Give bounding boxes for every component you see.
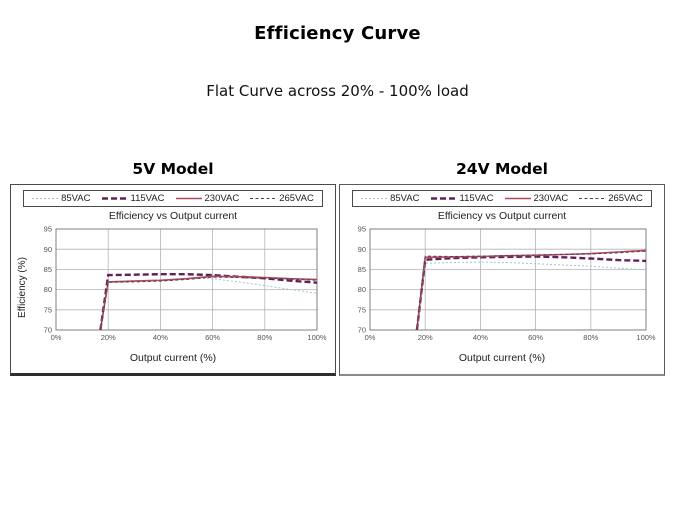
chart-heading-24v: 24V Model: [456, 160, 548, 178]
legend-item-265vac: 265VAC: [250, 194, 314, 203]
y-tick-label: 70: [44, 326, 52, 335]
legend-item-85vac: 85VAC: [32, 193, 91, 204]
legend-line-85vac: [32, 198, 59, 199]
series-line-265vac: [416, 250, 647, 331]
legend-line-85vac: [361, 198, 388, 199]
legend-line-265vac: [579, 198, 606, 199]
legend-item-265vac: 265VAC: [579, 194, 643, 203]
legend-label-85vac: 85VAC: [390, 193, 420, 204]
chart-block-5v: 5V Model 85VAC 115VAC 230VAC 265VAC Efficie…: [10, 160, 336, 376]
y-tick-label: 75: [44, 305, 52, 314]
chart-title: Efficiency vs Output current: [108, 210, 238, 222]
legend-item-115vac: 115VAC: [101, 193, 165, 204]
legend-line-230vac: [175, 197, 202, 200]
legend-label-230vac: 230VAC: [533, 193, 569, 204]
series-line-230vac: [99, 275, 318, 331]
x-tick-label: 80%: [257, 333, 272, 342]
x-axis-label: Output current (%): [129, 352, 217, 364]
chart-block-24v: 24V Model 85VAC 115VAC 230VAC 265VAC Effici…: [339, 160, 665, 376]
legend-label-115vac: 115VAC: [459, 193, 494, 204]
x-tick-label: 40%: [153, 333, 168, 342]
y-tick-label: 75: [358, 305, 366, 314]
x-tick-label: 20%: [101, 333, 116, 342]
legend-item-85vac: 85VAC: [361, 193, 420, 204]
series-line-115vac: [99, 273, 318, 331]
chart-title: Efficiency vs Output current: [437, 210, 567, 222]
legend-label-85vac: 85VAC: [61, 193, 91, 204]
y-tick-label: 80: [44, 285, 52, 294]
legend-row: 85VAC 115VAC 230VAC 265VAC: [15, 190, 331, 207]
chart-panel-24v: 85VAC 115VAC 230VAC 265VAC Efficiency vs Ou…: [339, 184, 665, 376]
y-tick-label: 85: [44, 265, 52, 274]
x-tick-label: 0%: [365, 333, 376, 342]
legend-line-115vac: [101, 197, 128, 200]
legend-line-115vac: [430, 197, 457, 200]
chart-panel-5v: 85VAC 115VAC 230VAC 265VAC Efficiency vs Ou…: [10, 184, 336, 376]
x-tick-label: 100%: [636, 333, 656, 342]
page-title: Efficiency Curve: [254, 23, 421, 45]
efficiency-plot-5v-model: 70 75 80 85 90 95 0% 20% 40% 60% 80% 100%: [44, 225, 327, 342]
charts-row: 5V Model 85VAC 115VAC 230VAC 265VAC Efficie…: [10, 160, 665, 376]
plot-area: 70 75 80 85 90 95 0% 20% 40% 60% 80% 100%: [344, 223, 660, 351]
plot-area: 70 75 80 85 90 95 0% 20% 40% 60% 80% 100%: [30, 223, 331, 351]
legend-item-230vac: 230VAC: [504, 193, 569, 204]
series-line-85vac: [99, 277, 318, 331]
x-axis-label: Output current (%): [458, 352, 546, 364]
legend-label-230vac: 230VAC: [204, 193, 240, 204]
efficiency-plot-24v-model: 70 75 80 85 90 95 0% 20% 40% 60% 80% 100%: [358, 225, 656, 342]
legend-item-230vac: 230VAC: [175, 193, 240, 204]
chart-heading-5v: 5V Model: [132, 160, 214, 178]
x-tick-label: 60%: [205, 333, 220, 342]
x-tick-label: 60%: [528, 333, 543, 342]
page-subtitle: Flat Curve across 20% - 100% load: [206, 82, 469, 100]
series-line-115vac: [415, 255, 647, 331]
x-tick-label: 40%: [473, 333, 488, 342]
legend-line-265vac: [250, 198, 277, 199]
plot-row: Efficiency (%) 70 75 80 85 90 95 0% 20% 40% 60% 80…: [15, 223, 331, 351]
legend-item-115vac: 115VAC: [430, 193, 494, 204]
x-tick-label: 20%: [418, 333, 433, 342]
y-tick-label: 70: [358, 326, 366, 335]
x-tick-label: 0%: [51, 333, 62, 342]
legend-line-230vac: [504, 197, 531, 200]
y-tick-label: 80: [358, 285, 366, 294]
series-line-85vac: [416, 261, 647, 331]
legend-row: 85VAC 115VAC 230VAC 265VAC: [344, 190, 660, 207]
legend-label-115vac: 115VAC: [130, 193, 165, 204]
y-tick-label: 95: [358, 225, 366, 234]
x-tick-label: 100%: [307, 333, 327, 342]
x-tick-label: 80%: [583, 333, 598, 342]
y-tick-label: 85: [358, 265, 366, 274]
series-line-265vac: [99, 276, 318, 331]
y-tick-label: 90: [44, 245, 52, 254]
chart-legend: 85VAC 115VAC 230VAC 265VAC: [352, 190, 652, 207]
legend-label-265vac: 265VAC: [279, 193, 314, 204]
legend-label-265vac: 265VAC: [608, 193, 643, 204]
y-tick-label: 90: [358, 245, 366, 254]
y-tick-label: 95: [44, 225, 52, 234]
chart-legend: 85VAC 115VAC 230VAC 265VAC: [23, 190, 323, 207]
plot-row: 70 75 80 85 90 95 0% 20% 40% 60% 80% 100%: [344, 223, 660, 351]
y-axis-label: Efficiency (%): [17, 256, 29, 318]
